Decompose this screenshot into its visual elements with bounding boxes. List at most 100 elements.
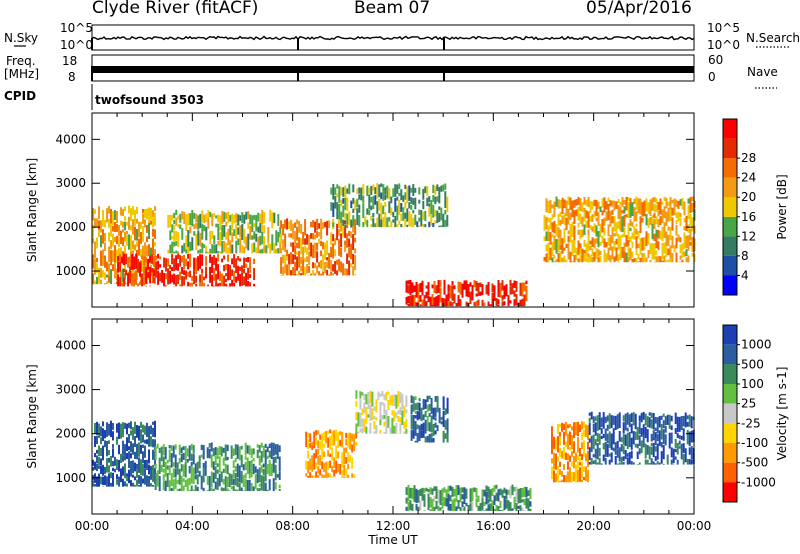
- data-cell: [207, 251, 210, 254]
- data-cell: [559, 461, 561, 467]
- data-cell: [317, 455, 320, 465]
- data-cell: [249, 282, 252, 287]
- data-cell: [501, 295, 504, 301]
- data-cell: [120, 230, 122, 244]
- data-cell: [237, 265, 240, 281]
- data-cell: [94, 241, 96, 259]
- data-cell: [613, 241, 616, 251]
- data-cell: [497, 489, 500, 502]
- data-cell: [104, 283, 106, 285]
- data-cell: [579, 213, 582, 224]
- colorbar-segment: [723, 177, 737, 198]
- data-cell: [380, 183, 383, 187]
- data-cell: [489, 503, 492, 511]
- data-cell: [94, 452, 96, 458]
- data-cell: [628, 414, 631, 428]
- data-cell: [296, 251, 299, 255]
- data-cell: [217, 254, 220, 262]
- data-cell: [186, 448, 189, 457]
- data-cell: [134, 451, 136, 459]
- data-cell: [523, 486, 526, 497]
- colorbar-segment: [723, 423, 737, 443]
- data-cell: [380, 203, 383, 220]
- data-cell: [685, 235, 688, 249]
- data-cell: [435, 500, 438, 510]
- data-cell: [318, 262, 321, 268]
- data-cell: [434, 196, 437, 205]
- data-cell: [337, 463, 340, 473]
- data-cell: [308, 235, 311, 251]
- data-cell: [273, 243, 276, 254]
- data-cell: [404, 212, 407, 219]
- data-cell: [400, 224, 403, 228]
- data-cell: [344, 245, 347, 252]
- data-cell: [226, 476, 229, 488]
- data-cell: [519, 299, 522, 307]
- data-cell: [591, 214, 594, 222]
- data-cell: [394, 216, 397, 228]
- data-cell: [346, 213, 349, 225]
- data-cell: [193, 212, 196, 219]
- data-cell: [615, 247, 618, 261]
- data-cell: [434, 430, 437, 435]
- data-cell: [296, 274, 299, 276]
- data-cell: [233, 214, 236, 224]
- data-cell: [336, 193, 339, 198]
- data-cell: [565, 243, 568, 248]
- data-cell: [278, 489, 281, 491]
- data-cell: [181, 245, 184, 254]
- data-cell: [596, 415, 599, 431]
- data-cell: [110, 482, 112, 487]
- data-cell: [529, 508, 532, 511]
- data-cell: [575, 209, 578, 217]
- data-cell: [473, 302, 476, 307]
- data-cell: [521, 499, 524, 503]
- data-cell: [222, 457, 225, 466]
- data-cell: [312, 220, 315, 228]
- data-cell: [343, 464, 346, 476]
- data-cell: [598, 447, 601, 457]
- data-cell: [563, 212, 566, 225]
- data-cell: [247, 222, 250, 229]
- data-cell: [114, 222, 116, 232]
- x-tick-label: 00:00: [75, 519, 110, 533]
- data-cell: [473, 487, 476, 492]
- data-cell: [654, 432, 657, 439]
- data-cell: [177, 232, 180, 247]
- data-cell: [318, 271, 321, 276]
- data-cell: [323, 431, 326, 441]
- data-cell: [157, 260, 160, 270]
- data-cell: [250, 483, 253, 492]
- data-cell: [379, 393, 382, 397]
- data-cell: [483, 302, 486, 307]
- data-cell: [677, 234, 680, 242]
- data-cell: [300, 265, 303, 272]
- data-cell: [334, 238, 337, 246]
- data-cell: [348, 230, 351, 237]
- data-cell: [223, 225, 226, 237]
- data-cell: [581, 202, 584, 213]
- data-cell: [140, 249, 142, 257]
- data-cell: [665, 247, 668, 257]
- data-cell: [585, 243, 588, 258]
- data-cell: [415, 504, 418, 511]
- data-cell: [521, 298, 524, 307]
- data-cell: [356, 208, 359, 225]
- data-cell: [590, 435, 593, 452]
- data-cell: [280, 220, 283, 229]
- data-cell: [261, 224, 264, 232]
- data-cell: [269, 243, 272, 254]
- data-cell: [185, 270, 188, 280]
- data-cell: [150, 483, 152, 487]
- data-cell: [569, 455, 571, 462]
- data-cell: [414, 403, 417, 410]
- data-cell: [194, 474, 197, 480]
- data-cell: [256, 469, 259, 484]
- data-cell: [679, 261, 682, 263]
- data-cell: [369, 404, 372, 421]
- data-cell: [104, 242, 106, 251]
- data-cell: [124, 463, 126, 479]
- data-cell: [459, 507, 462, 511]
- data-cell: [627, 202, 630, 219]
- data-cell: [481, 284, 484, 296]
